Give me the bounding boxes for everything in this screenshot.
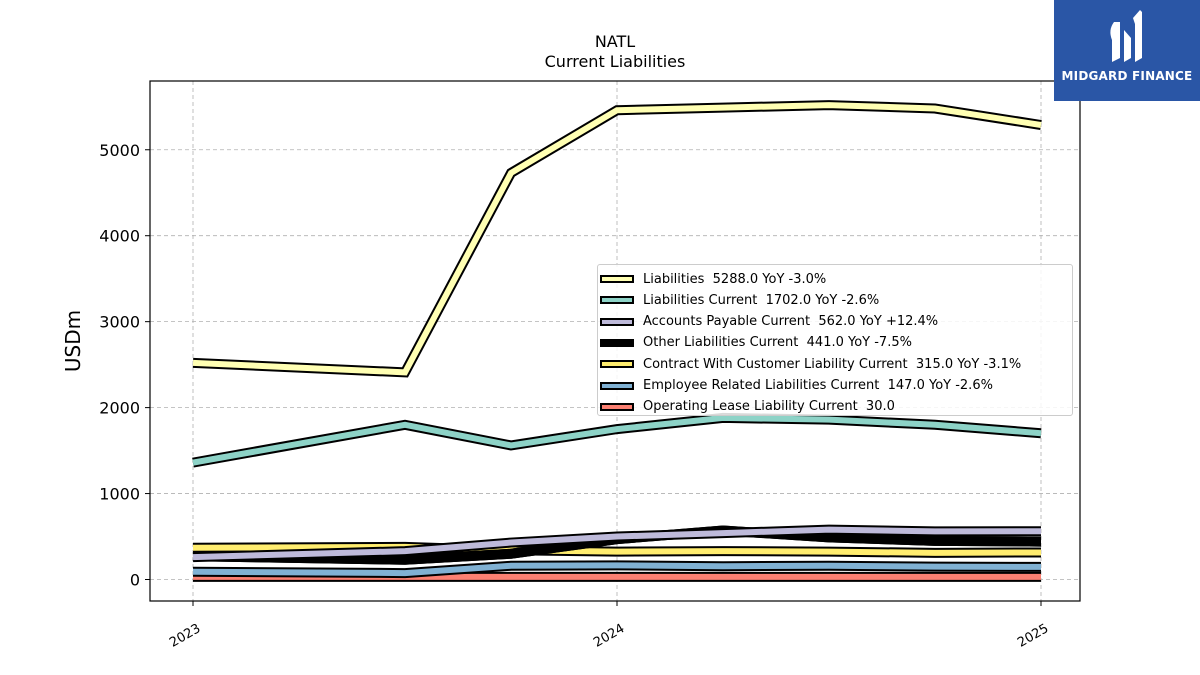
chart-series	[192, 100, 1042, 582]
legend-swatch	[600, 296, 634, 305]
legend-label: Employee Related Liabilities Current 147…	[643, 378, 993, 393]
legend-label: Liabilities Current 1702.0 YoY -2.6%	[643, 292, 880, 308]
legend-item: Operating Lease Liability Current 30.0	[598, 397, 895, 417]
y-axis: 0 1000 2000 3000 4000 5000	[99, 141, 150, 590]
legend-item: Accounts Payable Current 562.0 YoY +12.4…	[598, 312, 938, 332]
series-line	[192, 414, 1042, 466]
legend-swatch	[600, 381, 634, 390]
chart-subtitle: Current Liabilities	[544, 52, 686, 71]
legend-label: Accounts Payable Current 562.0 YoY +12.4…	[643, 314, 939, 330]
y-tick-label: 0	[130, 571, 140, 590]
brand-name: MIDGARD FINANCE	[1061, 69, 1193, 83]
legend-label: Operating Lease Liability Current 30.0	[643, 399, 895, 415]
legend-item: Liabilities 5288.0 YoY -3.0%	[598, 269, 826, 289]
legend-label: Other Liabilities Current 441.0 YoY -7.5…	[643, 335, 912, 351]
y-tick-label: 1000	[99, 485, 140, 504]
y-tick-label: 3000	[99, 313, 140, 332]
legend-item: Employee Related Liabilities Current 147…	[598, 376, 993, 396]
legend-swatch	[600, 275, 634, 283]
legend-item: Liabilities Current 1702.0 YoY -2.6%	[598, 290, 879, 310]
series-line	[192, 526, 1042, 561]
series-line	[192, 562, 1042, 577]
legend-swatch	[600, 317, 634, 326]
legend: Liabilities 5288.0 YoY -3.0% Liabilities …	[597, 264, 1073, 416]
legend-item: Other Liabilities Current 441.0 YoY -7.5…	[598, 333, 912, 353]
brand-logo: MIDGARD FINANCE	[1054, 0, 1200, 101]
logo-mark-icon	[1110, 10, 1142, 62]
y-tick-label: 2000	[99, 399, 140, 418]
x-tick-label: 2025	[1015, 621, 1051, 651]
legend-swatch	[600, 402, 634, 411]
y-axis-label: USDm	[61, 310, 85, 372]
legend-label: Contract With Customer Liability Current…	[643, 356, 1022, 372]
plot-frame	[149, 80, 1081, 602]
series-line	[192, 102, 1042, 376]
x-tick-label: 2024	[591, 621, 627, 651]
y-tick-label: 5000	[99, 141, 140, 160]
legend-label: Liabilities 5288.0 YoY -3.0%	[643, 271, 827, 287]
legend-swatch	[600, 360, 634, 369]
x-tick-label: 2023	[167, 621, 203, 651]
legend-item: Contract With Customer Liability Current…	[598, 354, 1021, 374]
chart-title: NATL	[594, 32, 636, 51]
y-tick-label: 4000	[99, 227, 140, 246]
x-axis: 2023 2024 2025	[167, 601, 1051, 651]
legend-swatch	[600, 338, 634, 347]
